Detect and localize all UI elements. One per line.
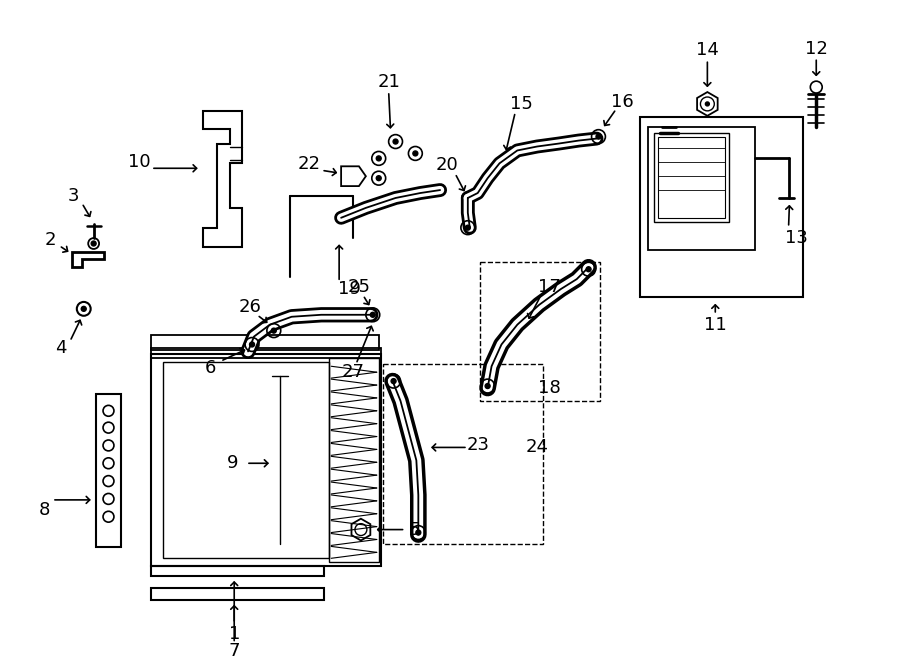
- Circle shape: [392, 379, 396, 383]
- Circle shape: [376, 176, 382, 180]
- Text: 10: 10: [128, 153, 150, 171]
- Bar: [658, 137, 725, 217]
- Circle shape: [416, 530, 421, 535]
- Bar: [640, 117, 804, 297]
- Text: 13: 13: [785, 229, 808, 247]
- Text: 1: 1: [229, 625, 240, 642]
- Bar: [151, 566, 324, 576]
- Circle shape: [586, 267, 591, 272]
- Text: 22: 22: [298, 155, 321, 173]
- Text: 21: 21: [377, 73, 400, 91]
- Circle shape: [249, 342, 255, 347]
- Circle shape: [393, 139, 398, 144]
- Bar: [163, 362, 329, 559]
- Bar: [654, 133, 729, 221]
- Bar: [151, 354, 381, 566]
- Text: 14: 14: [696, 42, 719, 59]
- Circle shape: [271, 328, 276, 333]
- Bar: [382, 364, 543, 545]
- Text: 20: 20: [436, 156, 458, 175]
- Text: 12: 12: [805, 40, 828, 58]
- Circle shape: [91, 241, 96, 246]
- Text: 4: 4: [55, 340, 67, 358]
- Circle shape: [370, 312, 375, 317]
- Bar: [151, 588, 324, 600]
- Circle shape: [376, 156, 382, 161]
- Text: 11: 11: [704, 316, 726, 334]
- Bar: [480, 262, 600, 401]
- Text: 2: 2: [44, 231, 56, 249]
- Text: 25: 25: [347, 278, 371, 296]
- Text: 15: 15: [509, 95, 533, 113]
- Circle shape: [485, 383, 490, 389]
- Circle shape: [413, 151, 418, 156]
- Bar: [151, 334, 379, 350]
- Text: 16: 16: [611, 93, 634, 111]
- Text: 18: 18: [537, 379, 561, 397]
- Circle shape: [706, 102, 709, 106]
- Circle shape: [465, 225, 471, 230]
- Text: 19: 19: [338, 280, 361, 298]
- Bar: [648, 127, 755, 251]
- Text: 17: 17: [537, 278, 561, 296]
- Circle shape: [81, 306, 86, 311]
- Circle shape: [596, 134, 601, 139]
- Text: 23: 23: [466, 436, 490, 455]
- Text: 6: 6: [205, 359, 216, 377]
- Text: 27: 27: [341, 363, 365, 381]
- Bar: [151, 348, 381, 358]
- Text: 3: 3: [68, 187, 79, 205]
- Text: 26: 26: [238, 298, 262, 316]
- Text: 5: 5: [409, 521, 420, 539]
- Text: 9: 9: [227, 454, 238, 472]
- Text: 7: 7: [229, 642, 240, 660]
- Bar: [95, 394, 122, 547]
- Text: 24: 24: [526, 438, 549, 457]
- Bar: [329, 358, 379, 563]
- Text: 8: 8: [39, 501, 50, 519]
